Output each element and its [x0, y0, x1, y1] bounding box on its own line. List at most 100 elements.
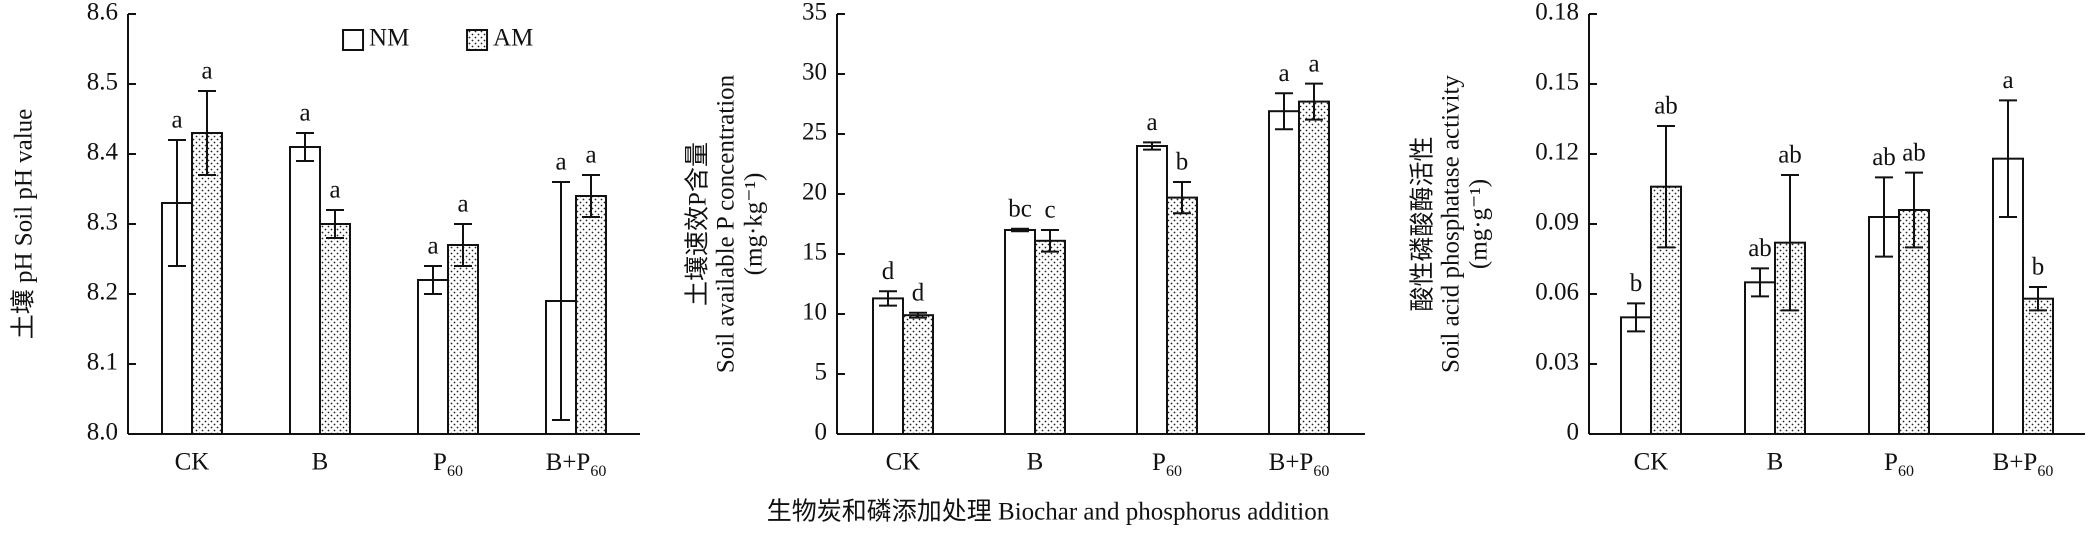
bar — [1034, 239, 1066, 435]
bar — [289, 146, 321, 435]
bar — [319, 223, 351, 435]
y-tick-label: 30 — [802, 59, 827, 86]
y-tick-label: 8.0 — [87, 419, 118, 446]
bar — [1620, 316, 1652, 436]
bar — [1136, 145, 1168, 435]
error-bar — [454, 223, 472, 267]
x-tick-label: CK — [1634, 449, 1669, 476]
significance-letter: b — [1176, 149, 1189, 176]
significance-letter: a — [585, 142, 596, 169]
x-tick-label: B+P60 — [1993, 449, 2054, 480]
bar — [1298, 100, 1330, 435]
y-tick-label: 25 — [802, 119, 827, 146]
x-axis-label: 生物炭和磷添加处理 Biochar and phosphorus additio… — [767, 498, 1330, 526]
y-axis-label: 土壤速效P含量 — [684, 142, 712, 306]
significance-letter: a — [427, 233, 438, 260]
significance-letter: a — [1146, 109, 1157, 136]
y-tick-label: 0 — [815, 419, 828, 446]
y-axis-label: (mg·g⁻¹) — [1466, 179, 1493, 269]
error-bar — [1751, 267, 1769, 298]
y-tick-label: 8.5 — [87, 69, 118, 96]
error-bar — [1781, 174, 1799, 312]
y-axis-label: 土壤 pH Soil pH value — [10, 109, 38, 340]
legend-swatch — [466, 29, 489, 51]
y-axis-label: (mg·kg⁻¹) — [741, 173, 768, 276]
bar — [872, 297, 904, 435]
y-tick-label: 5 — [815, 359, 828, 386]
significance-letter: a — [329, 177, 340, 204]
y-tick-label: 0.18 — [1535, 0, 1579, 26]
significance-letter: a — [457, 191, 468, 218]
error-bar — [1657, 125, 1675, 249]
x-tick-label: P60 — [433, 449, 463, 480]
significance-letter: a — [2002, 67, 2013, 94]
significance-letter: bc — [1008, 196, 1032, 223]
error-bar — [1143, 141, 1161, 151]
error-bar — [909, 311, 927, 319]
significance-letter: a — [1308, 50, 1319, 77]
significance-letter: d — [912, 280, 925, 307]
x-tick-label: B+P60 — [546, 449, 607, 480]
error-bar — [1875, 176, 1893, 258]
legend-label: NM — [369, 25, 409, 52]
bar — [575, 195, 607, 435]
error-bar — [552, 181, 570, 421]
x-tick-label: B — [1027, 449, 1044, 476]
bar — [191, 132, 223, 435]
bar — [2022, 297, 2054, 435]
error-bar — [1305, 82, 1323, 121]
y-tick-label: 10 — [802, 299, 827, 326]
error-bar — [1041, 229, 1059, 253]
significance-letter: a — [201, 58, 212, 85]
significance-letter: d — [882, 258, 895, 285]
y-tick-label: 0.09 — [1535, 209, 1579, 236]
error-bar — [879, 290, 897, 307]
significance-letter: ab — [1778, 142, 1802, 169]
y-tick-label: 20 — [802, 179, 827, 206]
y-tick-label: 0.15 — [1535, 69, 1579, 96]
y-tick-label: 8.1 — [87, 349, 118, 376]
error-bar — [424, 265, 442, 295]
significance-letter: ab — [1902, 139, 1926, 166]
y-tick-label: 15 — [802, 239, 827, 266]
significance-letter: a — [555, 149, 566, 176]
legend-swatch — [342, 29, 365, 51]
y-tick-label: 8.4 — [87, 139, 119, 166]
x-tick-label: CK — [175, 449, 210, 476]
legend-label: AM — [493, 25, 533, 52]
x-tick-label: P60 — [1152, 449, 1182, 480]
error-bar — [1905, 171, 1923, 249]
error-bar — [1275, 92, 1293, 131]
y-tick-label: 8.2 — [87, 279, 118, 306]
significance-letter: ab — [1872, 144, 1896, 171]
significance-letter: c — [1044, 197, 1055, 224]
y-tick-label: 0.06 — [1535, 279, 1579, 306]
y-tick-label: 0 — [1567, 419, 1580, 446]
error-bar — [1011, 227, 1029, 233]
significance-letter: b — [1630, 270, 1643, 297]
x-tick-label: P60 — [1884, 449, 1914, 480]
y-axis-label: Soil available P concentration — [713, 74, 740, 373]
bar — [447, 244, 479, 435]
significance-letter: a — [299, 100, 310, 127]
bar — [1744, 281, 1776, 436]
y-axis-label: Soil acid phosphatase activity — [1438, 75, 1465, 373]
y-tick-label: 8.6 — [87, 0, 118, 26]
significance-letter: b — [2032, 254, 2045, 281]
bar — [1004, 229, 1036, 435]
bar — [417, 279, 449, 435]
error-bar — [1627, 302, 1645, 333]
significance-letter: ab — [1748, 235, 1772, 262]
significance-letter: a — [1278, 60, 1289, 87]
error-bar — [296, 132, 314, 162]
error-bar — [1173, 181, 1191, 215]
bar — [1166, 196, 1198, 435]
error-bar — [326, 209, 344, 239]
error-bar — [198, 90, 216, 176]
error-bar — [168, 139, 186, 267]
bar — [1268, 110, 1300, 435]
significance-letter: a — [171, 107, 182, 134]
y-axis-label: 酸性磷酸酶活性 — [1409, 136, 1437, 311]
x-tick-label: B+P60 — [1269, 449, 1330, 480]
